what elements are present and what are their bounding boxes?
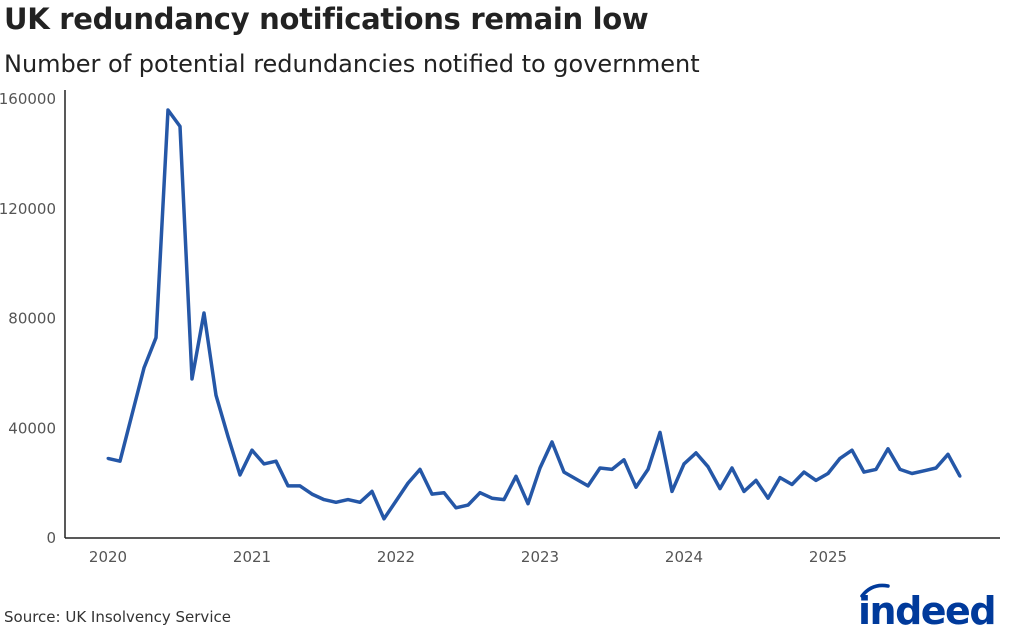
data-point bbox=[454, 506, 458, 510]
data-point bbox=[538, 466, 542, 470]
data-point bbox=[598, 466, 602, 470]
data-point bbox=[934, 466, 938, 470]
data-point bbox=[322, 498, 326, 502]
data-point bbox=[154, 336, 158, 340]
x-tick-label: 2020 bbox=[89, 548, 127, 566]
data-point bbox=[766, 496, 770, 500]
data-point bbox=[922, 469, 926, 473]
data-point bbox=[178, 124, 182, 128]
data-point bbox=[562, 470, 566, 474]
data-point bbox=[910, 472, 914, 476]
data-point bbox=[106, 456, 110, 460]
data-point bbox=[238, 473, 242, 477]
data-point bbox=[670, 489, 674, 493]
data-point bbox=[190, 377, 194, 381]
data-point bbox=[874, 467, 878, 471]
data-point bbox=[706, 465, 710, 469]
data-point bbox=[658, 430, 662, 434]
data-point bbox=[514, 474, 518, 478]
data-point bbox=[958, 474, 962, 478]
data-point bbox=[250, 448, 254, 452]
data-point bbox=[406, 481, 410, 485]
data-point bbox=[142, 366, 146, 370]
data-point bbox=[478, 491, 482, 495]
data-point bbox=[526, 502, 530, 506]
data-point bbox=[814, 478, 818, 482]
data-point bbox=[358, 500, 362, 504]
data-point bbox=[310, 492, 314, 496]
indeed-logo: indeed bbox=[858, 583, 997, 630]
y-tick-label: 80000 bbox=[8, 310, 56, 328]
data-point bbox=[850, 448, 854, 452]
data-point bbox=[550, 440, 554, 444]
data-point bbox=[442, 491, 446, 495]
data-point bbox=[610, 467, 614, 471]
data-point bbox=[946, 452, 950, 456]
data-point bbox=[430, 492, 434, 496]
data-point bbox=[730, 466, 734, 470]
data-point bbox=[898, 467, 902, 471]
data-point bbox=[826, 472, 830, 476]
data-point bbox=[682, 462, 686, 466]
x-tick-label: 2021 bbox=[233, 548, 271, 566]
series-line bbox=[107, 108, 962, 521]
data-point bbox=[838, 456, 842, 460]
x-tick-label: 2024 bbox=[665, 548, 703, 566]
y-tick-label: 120000 bbox=[0, 200, 56, 218]
data-point bbox=[226, 434, 230, 438]
chart-subtitle: Number of potential redundancies notifie… bbox=[4, 50, 700, 78]
data-point bbox=[694, 451, 698, 455]
data-point bbox=[778, 476, 782, 480]
data-point bbox=[130, 413, 134, 417]
x-tick-label: 2025 bbox=[809, 548, 847, 566]
data-point bbox=[586, 484, 590, 488]
data-point bbox=[382, 517, 386, 521]
data-point bbox=[634, 485, 638, 489]
y-tick-label: 0 bbox=[46, 529, 56, 547]
data-point bbox=[274, 459, 278, 463]
data-point bbox=[886, 447, 890, 451]
y-tick-label: 40000 bbox=[8, 419, 56, 437]
data-point bbox=[286, 484, 290, 488]
data-point bbox=[622, 458, 626, 462]
data-point bbox=[574, 477, 578, 481]
data-point bbox=[466, 503, 470, 507]
data-point bbox=[646, 467, 650, 471]
data-point bbox=[346, 498, 350, 502]
data-point bbox=[298, 484, 302, 488]
data-point bbox=[166, 108, 170, 112]
chart-title: UK redundancy notifications remain low bbox=[4, 2, 649, 36]
x-tick-label: 2023 bbox=[521, 548, 559, 566]
x-tick-label: 2022 bbox=[377, 548, 415, 566]
data-point bbox=[742, 489, 746, 493]
svg-text:indeed: indeed bbox=[858, 589, 995, 630]
data-point bbox=[754, 478, 758, 482]
data-point bbox=[790, 482, 794, 486]
data-point bbox=[118, 459, 122, 463]
data-point bbox=[334, 500, 338, 504]
data-point bbox=[490, 496, 494, 500]
data-point bbox=[502, 498, 506, 502]
data-point bbox=[370, 489, 374, 493]
source-note: Source: UK Insolvency Service bbox=[4, 608, 231, 626]
data-point bbox=[862, 470, 866, 474]
data-point bbox=[802, 470, 806, 474]
data-point bbox=[394, 499, 398, 503]
data-point bbox=[262, 462, 266, 466]
data-point bbox=[418, 467, 422, 471]
data-point bbox=[214, 393, 218, 397]
data-point bbox=[202, 311, 206, 315]
data-point bbox=[718, 487, 722, 491]
y-tick-label: 160000 bbox=[0, 90, 56, 108]
